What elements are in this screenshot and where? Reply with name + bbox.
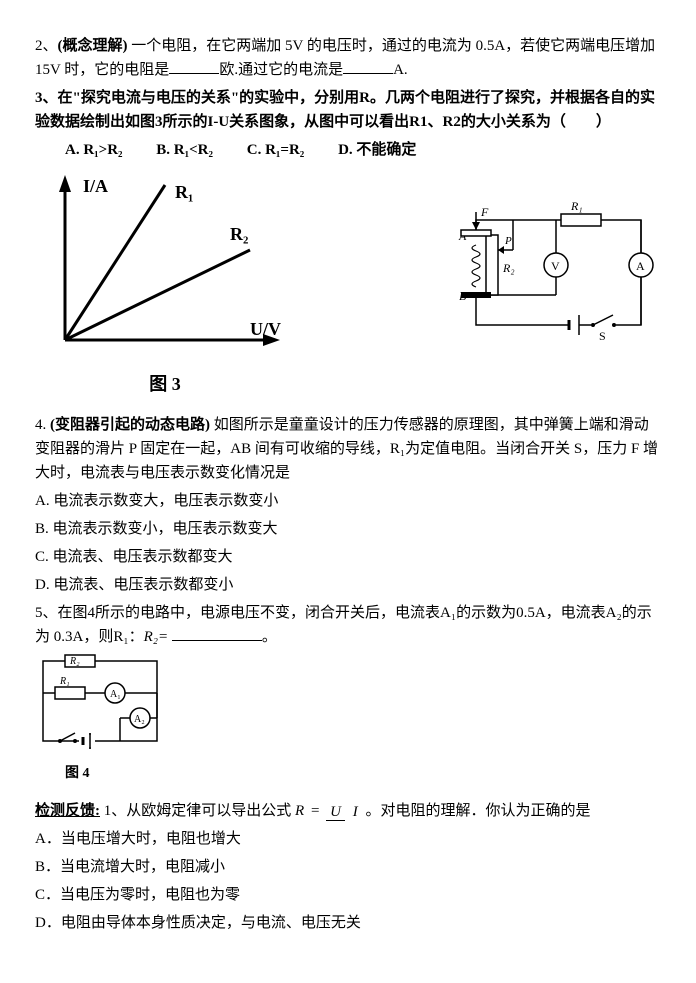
- q4-label: 4.: [35, 417, 50, 433]
- q2-unit1: 欧.通过它的电流是: [219, 62, 343, 78]
- q5-text-a: 5、在图4所示的电路中，电源电压不变，闭合开关后，电流表A₁的示数为0.5A，电…: [35, 605, 652, 645]
- question-2: 2、(概念理解) 一个电阻，在它两端加 5V 的电压时，通过的电流为 0.5A，…: [35, 34, 661, 82]
- q3-opt-b[interactable]: B. R₁<R₂: [156, 142, 213, 158]
- q3-opt-c[interactable]: C. R₁=R₂: [247, 142, 305, 158]
- iu-graph-svg: I/A U/V R₁ R₂: [35, 170, 295, 370]
- figure-3-graph: I/A U/V R₁ R₂ 图 3: [35, 170, 295, 399]
- formula-fraction: U I: [326, 804, 362, 821]
- fb-opt-d[interactable]: D．电阻由导体本身性质决定，与电流、电压无关: [35, 911, 661, 935]
- figure-3-caption: 图 3: [35, 370, 295, 399]
- y-axis-label: I/A: [83, 176, 108, 196]
- q5-text-b: 。: [262, 629, 277, 645]
- q3-opt-d[interactable]: D. 不能确定: [338, 142, 416, 158]
- voltmeter-label: V: [551, 259, 560, 273]
- question-3-text: 3、在"探究电流与电压的关系"的实验中，分别用R。几两个电阻进行了探究，并根据各…: [35, 86, 661, 134]
- question-4: 4. (变阻器引起的动态电路) 如图所示是童童设计的压力传感器的原理图，其中弹簧…: [35, 413, 661, 485]
- q5-r2: R₂=: [144, 629, 172, 645]
- feedback-head: 检测反馈:: [35, 803, 100, 819]
- figure-4-circuit: S R₁ A V R₂ P A B: [441, 200, 661, 350]
- q3-options: A. R₁>R₂ B. R₁<R₂ C. R₁=R₂ D. 不能确定: [35, 138, 661, 162]
- q2-unit2: A.: [393, 62, 408, 78]
- formula-r: R: [295, 803, 304, 819]
- x-axis-label: U/V: [250, 319, 281, 339]
- r1-label: R₁: [570, 200, 583, 213]
- fb-opt-b[interactable]: B．当电流增大时，电阻减小: [35, 855, 661, 879]
- pressure-circuit-svg: S R₁ A V R₂ P A B: [441, 200, 661, 350]
- q4-tag: (变阻器引起的动态电路): [50, 417, 210, 433]
- q4-opt-a[interactable]: A. 电流表示数变大，电压表示数变小: [35, 489, 661, 513]
- switch-label: S: [599, 329, 606, 343]
- formula-u: U: [326, 804, 345, 821]
- feedback-q1-b: 。对电阻的理解．你认为正确的是: [366, 803, 591, 819]
- formula-i: I: [349, 804, 362, 820]
- fig4-a2: A₂: [134, 714, 145, 725]
- fig4-r1: R₁: [59, 676, 70, 687]
- blank-resistance[interactable]: [169, 58, 219, 74]
- r2-label: R₂: [502, 261, 515, 275]
- figure-row-3: I/A U/V R₁ R₂ 图 3 S R₁ A: [35, 170, 661, 399]
- fb-opt-a[interactable]: A．当电压增大时，电阻也增大: [35, 827, 661, 851]
- fb-opt-c[interactable]: C．当电压为零时，电阻也为零: [35, 883, 661, 907]
- q3-opt-a[interactable]: A. R₁>R₂: [65, 142, 123, 158]
- figure-4: R₂ R₁ A₁ A₂ 图 4: [35, 653, 661, 785]
- line-r1-label: R₁: [175, 182, 193, 202]
- feedback-q1-a: 1、从欧姆定律可以导出公式: [104, 803, 295, 819]
- fig4-a1: A₁: [110, 689, 121, 700]
- q4-opt-b[interactable]: B. 电流表示数变小，电压表示数变大: [35, 517, 661, 541]
- figure-4-caption: 图 4: [35, 763, 661, 785]
- f-label: F: [480, 205, 489, 219]
- q4-opt-d[interactable]: D. 电流表、电压表示数都变小: [35, 573, 661, 597]
- q2-label: 2、: [35, 38, 58, 54]
- p-label: P: [504, 235, 512, 247]
- ammeter-label: A: [636, 259, 645, 273]
- question-5: 5、在图4所示的电路中，电源电压不变，闭合开关后，电流表A₁的示数为0.5A，电…: [35, 601, 661, 649]
- blank-ratio[interactable]: [172, 625, 262, 641]
- q2-tag: (概念理解): [58, 38, 128, 54]
- q4-opt-c[interactable]: C. 电流表、电压表示数都变大: [35, 545, 661, 569]
- formula-eq: =: [311, 803, 319, 819]
- fig4-r2: R₂: [69, 656, 80, 667]
- line-r2-label: R₂: [230, 224, 248, 244]
- parallel-circuit-svg: R₂ R₁ A₁ A₂: [35, 653, 165, 763]
- blank-current[interactable]: [343, 58, 393, 74]
- feedback-q1: 检测反馈: 1、从欧姆定律可以导出公式 R = U I 。对电阻的理解．你认为正…: [35, 799, 661, 823]
